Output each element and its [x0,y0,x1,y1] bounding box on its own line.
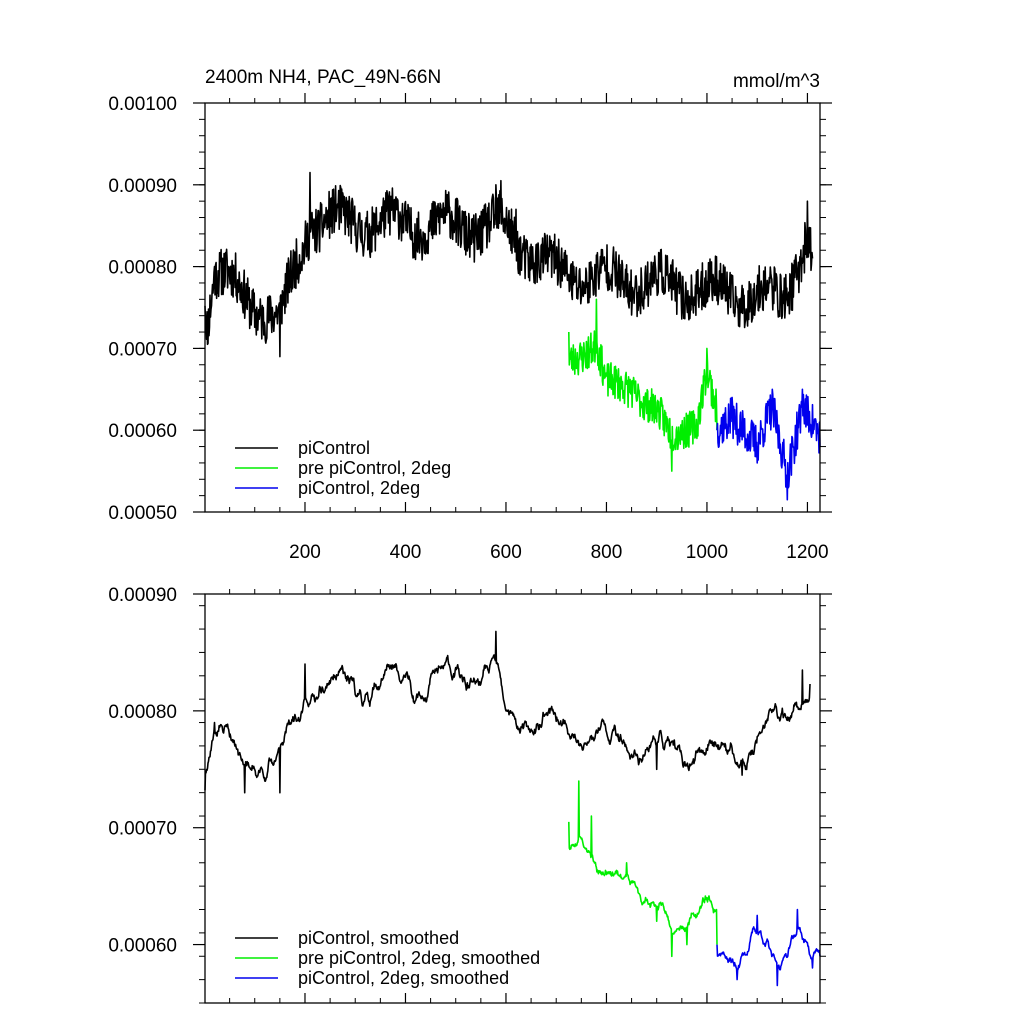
y-tick-label: 0.00060 [108,936,177,957]
top-panel: 2400m NH4, PAC_49N-66N mmol/m^3 200 400 60… [108,67,832,563]
x-tick-label: 1000 [686,542,728,563]
plot-frame [204,593,821,1004]
bottom-panel: 0.00060 0.00070 0.00080 0.00090 piControl, … [108,584,832,1004]
legend-label-2: piControl, 2deg, smoothed [298,968,509,988]
series-line-2 [716,388,821,501]
x-tick-label: 1200 [786,542,828,563]
bottom-panel-axes: 0.00060 0.00070 0.00080 0.00090 [108,584,832,1004]
y-tick-label: 0.00090 [108,585,177,606]
plot-frame [204,102,821,513]
bottom-panel-series [204,630,821,987]
series-line-1 [568,780,718,958]
series-line-1 [568,298,718,472]
y-tick-label: 0.00100 [108,94,177,115]
y-tick-label: 0.00080 [108,258,177,279]
legend-label-2: piControl, 2deg [298,478,420,498]
legend-label-0: piControl, smoothed [298,928,459,948]
top-panel-units: mmol/m^3 [733,71,820,92]
top-panel-title: 2400m NH4, PAC_49N-66N [205,67,441,88]
series-line-0 [204,630,811,794]
y-tick-label: 0.00070 [108,339,177,360]
legend-label-0: piControl [298,438,370,458]
y-tick-label: 0.00090 [108,176,177,197]
x-tick-label: 800 [591,542,623,563]
legend-label-1: pre piControl, 2deg, smoothed [298,948,540,968]
y-tick-label: 0.00050 [108,503,177,524]
series-line-2 [716,908,821,987]
top-panel-series [204,171,821,501]
x-tick-label: 400 [390,542,422,563]
top-panel-axes: 200 400 600 800 1000 1200 0.00050 0.00060 0.0007… [108,93,832,563]
x-tick-label: 600 [490,542,522,563]
y-tick-label: 0.00070 [108,819,177,840]
y-tick-label: 0.00080 [108,702,177,723]
x-tick-label: 200 [289,542,321,563]
series-line-0 [204,171,814,358]
y-tick-label: 0.00060 [108,421,177,442]
legend-label-1: pre piControl, 2deg [298,458,451,478]
